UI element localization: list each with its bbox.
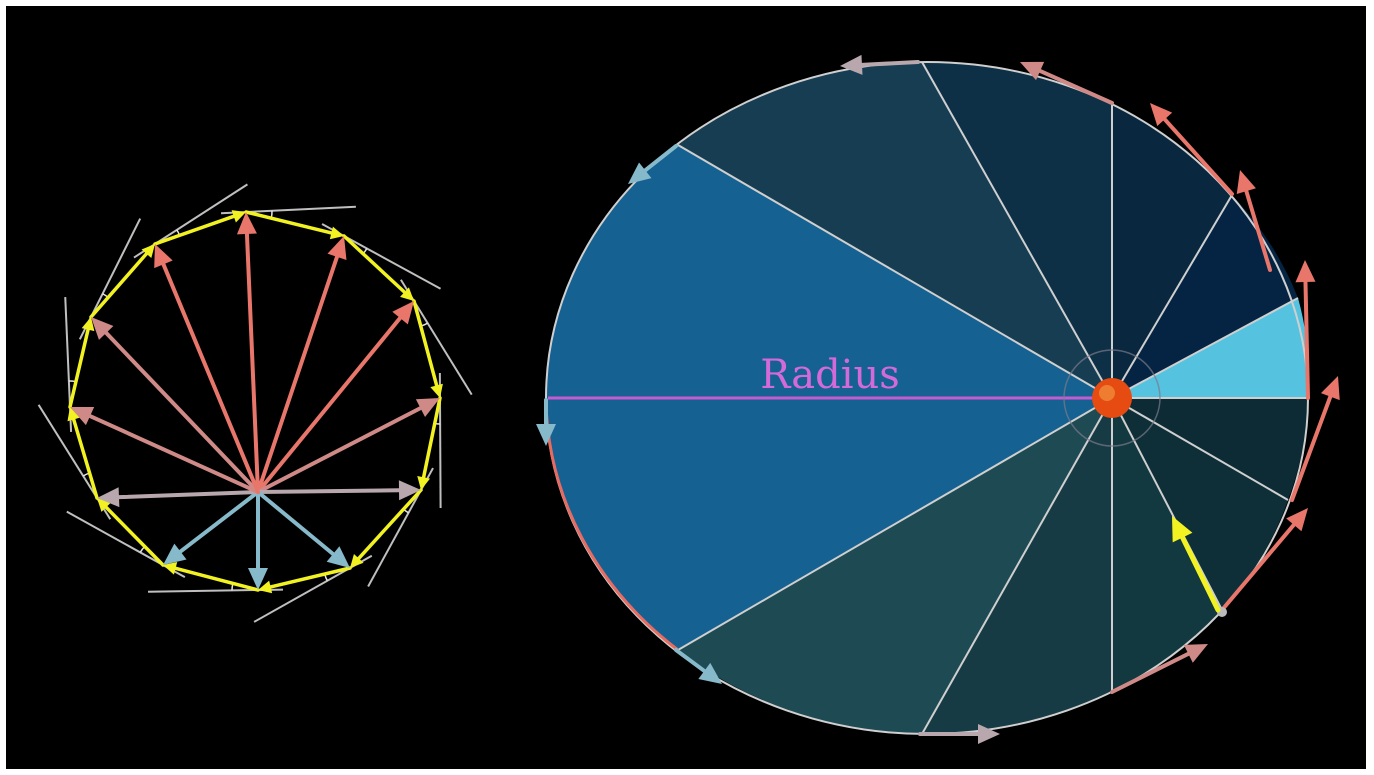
sun-glow — [1099, 385, 1115, 401]
velocity-arrow-shaft — [258, 490, 399, 492]
radius-label: Radius — [760, 352, 900, 398]
orbit-velocity-arrow-shaft — [1305, 282, 1308, 398]
